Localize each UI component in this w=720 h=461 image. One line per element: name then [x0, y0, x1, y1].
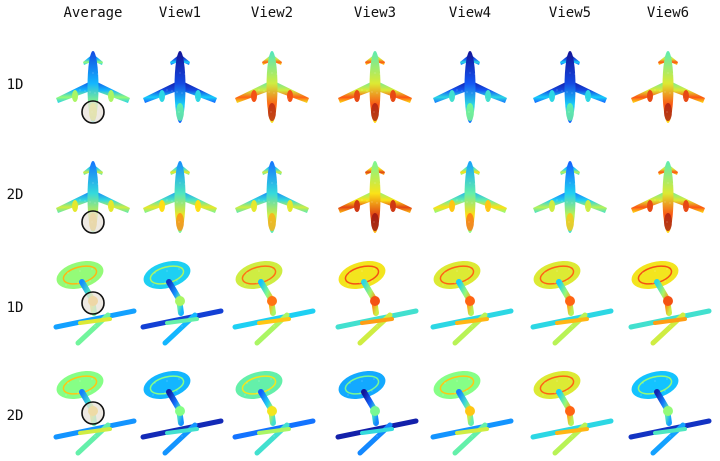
airplane-shape [235, 161, 309, 233]
column-header-view1: View1 [158, 5, 202, 21]
airplane-shape [533, 161, 607, 233]
lamp-shape [430, 260, 514, 346]
lamp-1d-view1-point-cloud [135, 255, 225, 346]
lamp-1d-view2-point-cloud [227, 255, 317, 346]
lamp-shape [628, 370, 712, 456]
airplane-2d-view3-point-cloud [330, 150, 420, 240]
airplane-shape [338, 51, 412, 123]
airplane-shape [433, 161, 507, 233]
lamp-1d-average-point-cloud [48, 255, 138, 346]
lamp-shape [53, 260, 137, 346]
airplane-1d-view1-point-cloud [135, 40, 225, 130]
column-header-view2: View2 [250, 5, 294, 21]
lamp-shape [140, 370, 224, 456]
lamp-shape [232, 370, 316, 456]
lamp-shape [232, 260, 316, 346]
lamp-shape [140, 260, 224, 346]
column-header-view3: View3 [353, 5, 397, 21]
airplane-2d-view1-point-cloud [135, 150, 225, 240]
lamp-shape [628, 260, 712, 346]
airplane-shape [235, 51, 309, 123]
airplane-2d-average-point-cloud [48, 150, 138, 240]
column-header-average: Average [63, 5, 123, 21]
lamp-2d-view3-point-cloud [330, 365, 420, 456]
lamp-2d-average-point-cloud [48, 365, 138, 456]
column-header-view4: View4 [448, 5, 492, 21]
lamp-2d-view5-point-cloud [525, 365, 615, 456]
lamp-shape [530, 370, 614, 456]
lamp-2d-view2-point-cloud [227, 365, 317, 456]
lamp-shape [335, 260, 419, 346]
column-header-view6: View6 [646, 5, 690, 21]
airplane-2d-view4-point-cloud [425, 150, 515, 240]
airplane-shape [56, 51, 130, 124]
airplane-1d-view3-point-cloud [330, 40, 420, 130]
airplane-1d-view2-point-cloud [227, 40, 317, 130]
airplane-2d-view2-point-cloud [227, 150, 317, 240]
lamp-1d-view4-point-cloud [425, 255, 515, 346]
airplane-shape [533, 51, 607, 123]
lamp-shape [335, 370, 419, 456]
airplane-shape [56, 161, 130, 234]
airplane-1d-view6-point-cloud [623, 40, 713, 130]
airplane-1d-average-point-cloud [48, 40, 138, 130]
airplane-2d-view6-point-cloud [623, 150, 713, 240]
row-label-lamp-1d: 1D [6, 300, 24, 316]
airplane-shape [631, 161, 705, 233]
airplane-1d-view5-point-cloud [525, 40, 615, 130]
airplane-shape [143, 51, 217, 123]
lamp-shape [53, 370, 137, 456]
lamp-2d-view1-point-cloud [135, 365, 225, 456]
lamp-1d-view3-point-cloud [330, 255, 420, 346]
lamp-shape [530, 260, 614, 346]
airplane-2d-view5-point-cloud [525, 150, 615, 240]
row-label-lamp-2d: 2D [6, 408, 24, 424]
airplane-shape [433, 51, 507, 123]
row-label-airplane-1d: 1D [6, 77, 24, 93]
lamp-1d-view6-point-cloud [623, 255, 713, 346]
row-label-airplane-2d: 2D [6, 187, 24, 203]
lamp-2d-view6-point-cloud [623, 365, 713, 456]
airplane-shape [338, 161, 412, 233]
lamp-1d-view5-point-cloud [525, 255, 615, 346]
airplane-shape [143, 161, 217, 233]
airplane-1d-view4-point-cloud [425, 40, 515, 130]
lamp-2d-view4-point-cloud [425, 365, 515, 456]
lamp-shape [430, 370, 514, 456]
airplane-shape [631, 51, 705, 123]
column-header-view5: View5 [548, 5, 592, 21]
